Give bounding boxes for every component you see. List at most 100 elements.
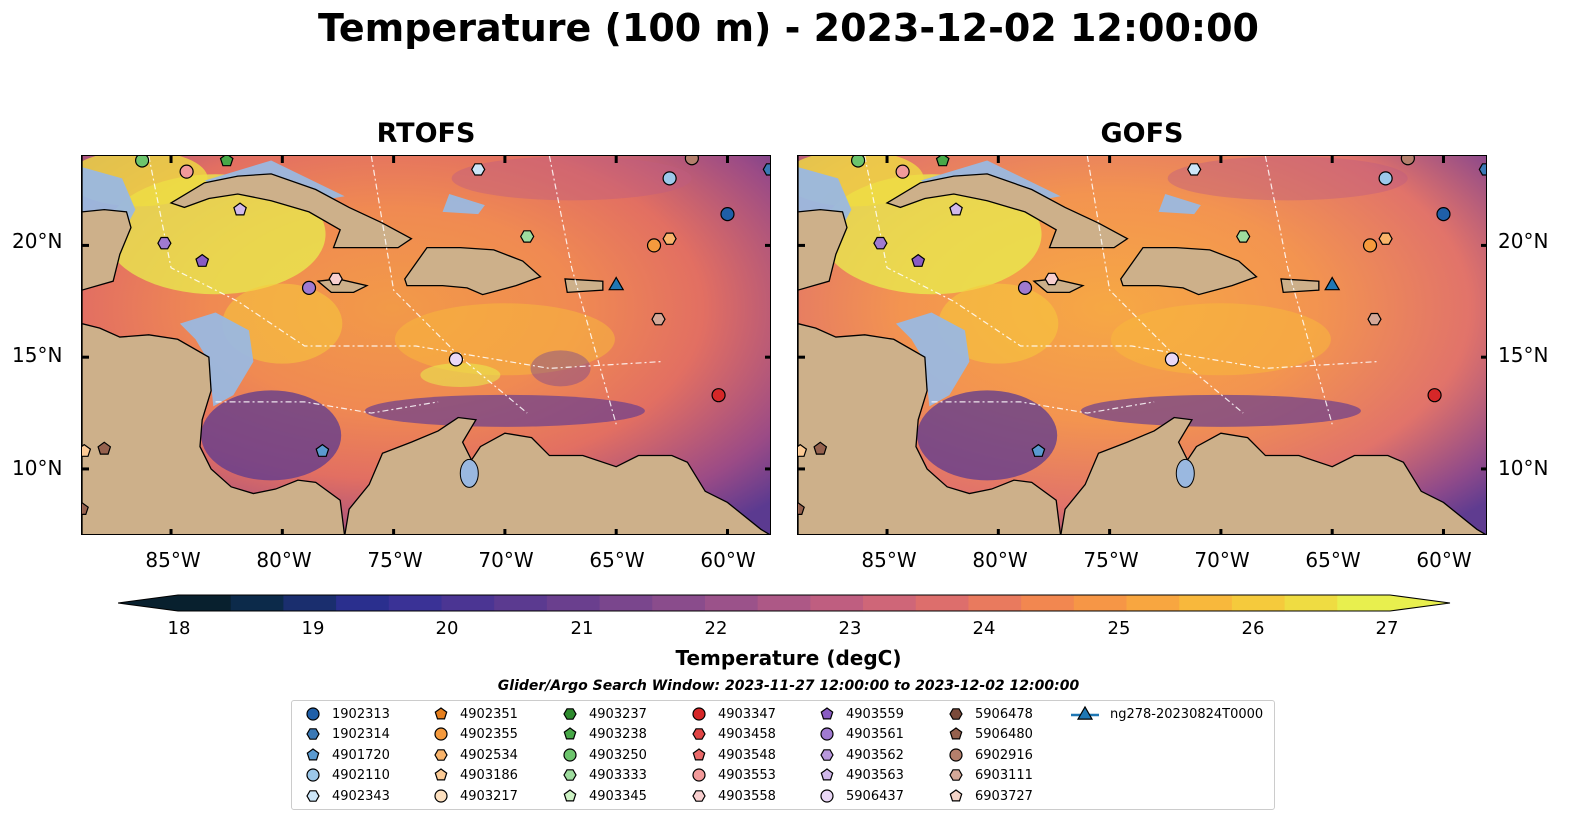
legend-item-label: 4902351 [460,706,518,722]
page-title: Temperature (100 m) - 2023-12-02 12:00:0… [317,6,1259,50]
lon-tick-rtofs-65w: 65°W [589,548,645,572]
float-marker-gofs-20 [798,443,808,457]
lon-tick-gofs-75w: 75°W [1083,548,1139,572]
legend-circle-icon [820,727,834,741]
legend-marker-icon [820,707,834,720]
legend-hexagon-icon [949,708,963,720]
legend-marker-icon [820,768,834,781]
float-marker-rtofs-12 [328,272,343,286]
legend-marker-icon [434,768,448,781]
legend-marker-icon [306,707,320,721]
legend-item-4902343: 4902343 [304,786,390,806]
legend-item-label: 5906478 [975,706,1033,722]
legend-marker-icon [692,707,706,721]
float-marker-gofs-22 [798,501,805,515]
colorbar-segment [546,595,601,611]
legend-hexagon-icon [306,728,320,740]
colorbar-extend-high [1390,595,1450,611]
legend-item-4903237: 4903237 [561,704,647,724]
float-marker-rtofs-16 [448,352,464,367]
lon-tick-gofs-70w: 70°W [1194,548,1250,572]
legend-item-label: 6903727 [975,788,1033,804]
float-marker-rtofs-9 [157,236,172,250]
legend-pentagon-icon [306,748,320,761]
legend-pentagon-icon [692,748,706,761]
legend-marker-icon [434,727,448,741]
legend-item-4902355: 4902355 [432,724,518,744]
legend-item-4903458: 4903458 [690,724,776,744]
legend-pentagon-icon [820,707,834,720]
lon-tick-rtofs-80w: 80°W [256,548,312,572]
float-marker-rtofs-14 [646,238,662,253]
legend-marker-icon [949,727,963,740]
lon-tick-rtofs-85w: 85°W [145,548,201,572]
legend-item-label: 6903111 [975,767,1033,783]
legend-item-label: 4902355 [460,726,518,742]
legend-marker-icon [949,769,963,781]
float-marker-gofs-0 [850,156,866,168]
legend-item-4903558: 4903558 [690,786,776,806]
float-marker-gofs-5 [1478,163,1486,176]
legend-item-label: 4902343 [332,788,390,804]
legend-item-label: 5906480 [975,726,1033,742]
legend-marker-icon [949,789,963,802]
legend-marker-icon [434,749,448,761]
colorbar-tick-27: 27 [1375,618,1399,639]
legend-circle-icon [434,789,448,803]
legend-pentagon-icon [949,789,963,802]
legend-item-label: 4903458 [718,726,776,742]
legend-circle-icon [820,789,834,803]
legend-item-label: 4903562 [846,747,904,763]
colorbar-segment [230,595,284,611]
lat-tick-left-20n: 20°N [12,229,63,253]
legend-hexagon-icon [434,749,448,761]
legend-item-4902110: 4902110 [304,765,390,785]
legend-marker-icon [563,727,577,740]
lat-tick-right-10n: 10°N [1498,456,1549,480]
float-marker-gofs-1 [895,164,910,179]
legend-item-label: 4903333 [589,767,647,783]
legend-marker-icon [692,790,706,802]
legend-item-label: 4903186 [460,767,518,783]
legend-pentagon-icon [949,727,963,740]
colorbar-tick-19: 19 [301,618,325,639]
colorbar-segment [1021,595,1075,611]
float-marker-gofs-10 [911,253,926,267]
legend-circle-icon [434,727,448,741]
legend-marker-icon [949,748,963,762]
legend-marker-icon [563,748,577,762]
float-marker-rtofs-23 [608,276,625,291]
legend-item-4903553: 4903553 [690,765,776,785]
lon-tick-rtofs-70w: 70°W [478,548,534,572]
legend: 1902313 1902314 4901720 4902110 4902343 49023… [291,700,1275,810]
legend-circle-icon [692,768,706,782]
legend-item-label: 5906437 [846,788,904,804]
float-marker-gofs-9 [873,236,888,250]
colorbar-segment [283,595,337,611]
lat-tick-right-15n: 15°N [1498,343,1549,367]
panel-title-gofs: GOFS [1100,118,1184,149]
float-marker-gofs-8 [949,202,963,216]
legend-item-4903333: 4903333 [561,765,647,785]
legend-item-label: 1902314 [332,726,390,742]
legend-marker-icon [820,749,834,761]
float-marker-rtofs-3 [471,163,486,176]
legend-marker-icon [563,769,577,781]
float-marker-rtofs-10 [195,253,210,267]
colorbar-segment [1179,595,1233,611]
legend-item-label: 1902313 [332,706,390,722]
lon-tick-gofs-65w: 65°W [1305,548,1361,572]
legend-marker-icon [1071,705,1099,720]
legend-item-5906478: 5906478 [947,704,1033,724]
colorbar-tick-20: 20 [435,618,459,639]
colorbar [118,594,1451,612]
legend-item-ng278-20230824T0000: ng278-20230824T0000 [1070,704,1263,724]
colorbar-tick-23: 23 [838,618,862,639]
colorbar-segment [599,595,653,611]
legend-item-label: 4901720 [332,747,390,763]
legend-marker-icon [563,789,577,802]
colorbar-tick-25: 25 [1107,618,1131,639]
legend-hexagon-icon [949,769,963,781]
colorbar-extend-low [118,595,178,611]
colorbar-segment [336,595,390,611]
